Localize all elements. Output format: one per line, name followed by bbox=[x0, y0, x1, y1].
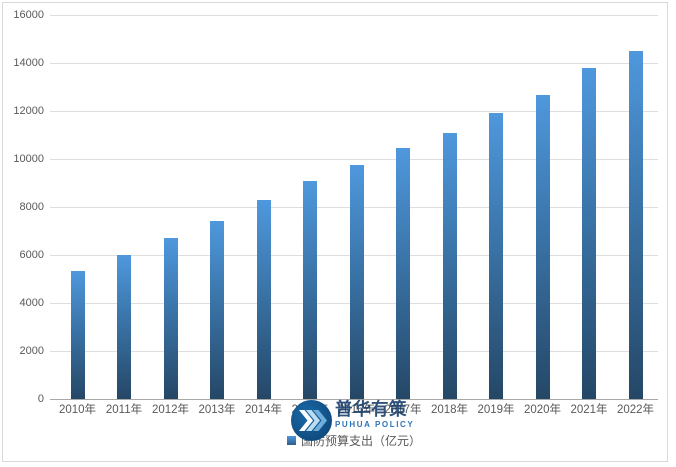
bar-2021年 bbox=[582, 67, 596, 399]
bar-2012年 bbox=[163, 238, 178, 399]
logo-chinese-text: 普华有策 bbox=[335, 399, 407, 419]
legend-swatch-icon bbox=[286, 435, 296, 445]
y-tick-label: 14000 bbox=[13, 56, 44, 69]
x-tick-label: 2013年 bbox=[198, 404, 236, 416]
x-axis-line bbox=[50, 399, 658, 400]
bar-2011年 bbox=[117, 254, 131, 399]
logo-english-text: PUHUA POLICY bbox=[335, 420, 415, 429]
y-tick-label: 0 bbox=[37, 392, 44, 405]
bar-2020年 bbox=[535, 94, 550, 399]
bar-2013年 bbox=[210, 221, 224, 399]
gridline bbox=[50, 63, 658, 64]
x-tick-label: 2012年 bbox=[151, 404, 190, 416]
bar-2022年 bbox=[628, 50, 643, 399]
x-tick-label: 2019年 bbox=[477, 404, 515, 416]
y-tick-label: 12000 bbox=[13, 104, 44, 117]
gridline bbox=[50, 159, 658, 160]
y-tick-label: 10000 bbox=[13, 152, 44, 165]
y-tick-label: 8000 bbox=[19, 200, 44, 213]
y-tick-label: 4000 bbox=[19, 296, 44, 309]
legend-label: 国防预算支出（亿元） bbox=[300, 433, 421, 448]
x-tick-label: 2017年 bbox=[384, 404, 422, 416]
gridline bbox=[50, 15, 658, 16]
x-tick-label: 2021年 bbox=[570, 404, 608, 416]
x-tick-label: 2016年 bbox=[337, 404, 376, 416]
bar-2014年 bbox=[256, 200, 271, 399]
y-tick-label: 6000 bbox=[19, 248, 44, 261]
x-tick-label: 2018年 bbox=[430, 404, 469, 416]
bar-2015年 bbox=[303, 180, 317, 399]
chevrons-logo-icon bbox=[291, 400, 332, 441]
x-tick-label: 2014年 bbox=[244, 404, 283, 416]
chart-border bbox=[2, 2, 668, 462]
puhua-policy-watermark: 普华有策 PUHUA POLICY bbox=[291, 400, 414, 441]
y-tick-label: 2000 bbox=[19, 344, 44, 357]
bar-2016年 bbox=[349, 164, 364, 399]
gridline bbox=[50, 111, 658, 112]
x-tick-label: 2022年 bbox=[616, 404, 655, 416]
x-tick-label: 2011年 bbox=[105, 404, 143, 416]
y-tick-label: 16000 bbox=[13, 8, 44, 21]
x-tick-label: 2010年 bbox=[58, 404, 97, 416]
bar-2018年 bbox=[442, 133, 457, 399]
x-tick-label: 2020年 bbox=[523, 404, 562, 416]
bar-2010年 bbox=[70, 271, 85, 399]
bar-2019年 bbox=[489, 113, 503, 399]
legend: 国防预算支出（亿元） bbox=[50, 432, 658, 448]
bar-2017年 bbox=[396, 148, 410, 399]
